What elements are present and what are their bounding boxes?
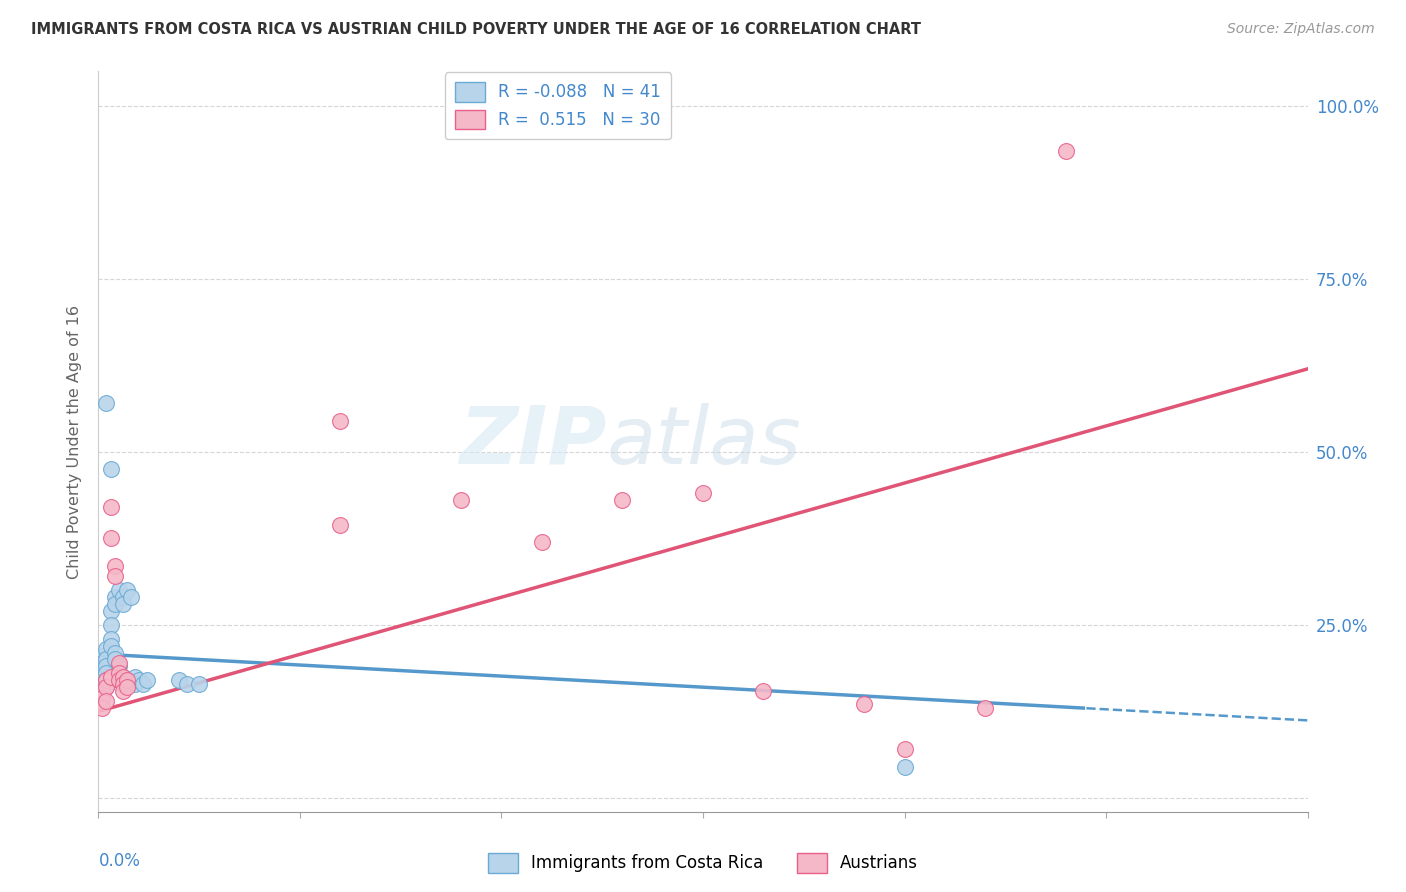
Point: [96, 396, 118, 410]
Point: [128, 673, 150, 688]
Point: [103, 597, 125, 611]
Text: Source: ZipAtlas.com: Source: ZipAtlas.com: [1227, 22, 1375, 37]
Point: [107, 583, 129, 598]
Legend: Immigrants from Costa Rica, Austrians: Immigrants from Costa Rica, Austrians: [481, 847, 925, 880]
Point: [450, 493, 472, 508]
Point: [100, 532, 122, 546]
Point: [91, 683, 114, 698]
Point: [91, 648, 114, 663]
Point: [96, 680, 118, 694]
Point: [115, 673, 138, 688]
Point: [111, 591, 134, 605]
Point: [692, 486, 714, 500]
Point: [974, 701, 997, 715]
Y-axis label: Child Poverty Under the Age of 16: Child Poverty Under the Age of 16: [67, 304, 83, 579]
Point: [103, 559, 125, 574]
Point: [96, 680, 118, 694]
Point: [176, 676, 198, 690]
Point: [111, 597, 134, 611]
Point: [1054, 144, 1077, 158]
Text: IMMIGRANTS FROM COSTA RICA VS AUSTRIAN CHILD POVERTY UNDER THE AGE OF 16 CORRELA: IMMIGRANTS FROM COSTA RICA VS AUSTRIAN C…: [31, 22, 921, 37]
Point: [91, 656, 114, 670]
Point: [111, 670, 134, 684]
Point: [100, 632, 122, 646]
Point: [100, 604, 122, 618]
Point: [111, 683, 134, 698]
Point: [893, 760, 915, 774]
Point: [100, 618, 122, 632]
Point: [612, 493, 634, 508]
Point: [115, 583, 138, 598]
Point: [103, 569, 125, 583]
Point: [107, 666, 129, 681]
Point: [120, 591, 142, 605]
Text: ZIP: ZIP: [458, 402, 606, 481]
Point: [96, 673, 118, 688]
Point: [107, 673, 129, 688]
Point: [853, 698, 876, 712]
Point: [91, 701, 114, 715]
Point: [96, 642, 118, 657]
Point: [91, 690, 114, 705]
Point: [91, 670, 114, 684]
Point: [96, 652, 118, 666]
Legend: R = -0.088   N = 41, R =  0.515   N = 30: R = -0.088 N = 41, R = 0.515 N = 30: [444, 72, 671, 139]
Point: [167, 673, 190, 688]
Point: [103, 652, 125, 666]
Point: [111, 670, 134, 684]
Point: [96, 666, 118, 681]
Point: [96, 659, 118, 673]
Point: [107, 673, 129, 688]
Point: [111, 676, 134, 690]
Point: [91, 683, 114, 698]
Point: [91, 663, 114, 677]
Point: [100, 462, 122, 476]
Point: [329, 414, 352, 428]
Point: [100, 670, 122, 684]
Point: [124, 670, 146, 684]
Point: [107, 656, 129, 670]
Point: [111, 676, 134, 690]
Point: [100, 639, 122, 653]
Point: [132, 676, 155, 690]
Point: [100, 500, 122, 515]
Point: [329, 517, 352, 532]
Point: [115, 680, 138, 694]
Point: [893, 742, 915, 756]
Point: [530, 534, 553, 549]
Point: [124, 676, 146, 690]
Point: [96, 694, 118, 708]
Point: [107, 659, 129, 673]
Point: [91, 676, 114, 690]
Point: [752, 683, 775, 698]
Point: [96, 673, 118, 688]
Point: [103, 646, 125, 660]
Point: [107, 666, 129, 681]
Point: [188, 676, 211, 690]
Point: [103, 591, 125, 605]
Text: 0.0%: 0.0%: [98, 853, 141, 871]
Text: atlas: atlas: [606, 402, 801, 481]
Point: [135, 673, 157, 688]
